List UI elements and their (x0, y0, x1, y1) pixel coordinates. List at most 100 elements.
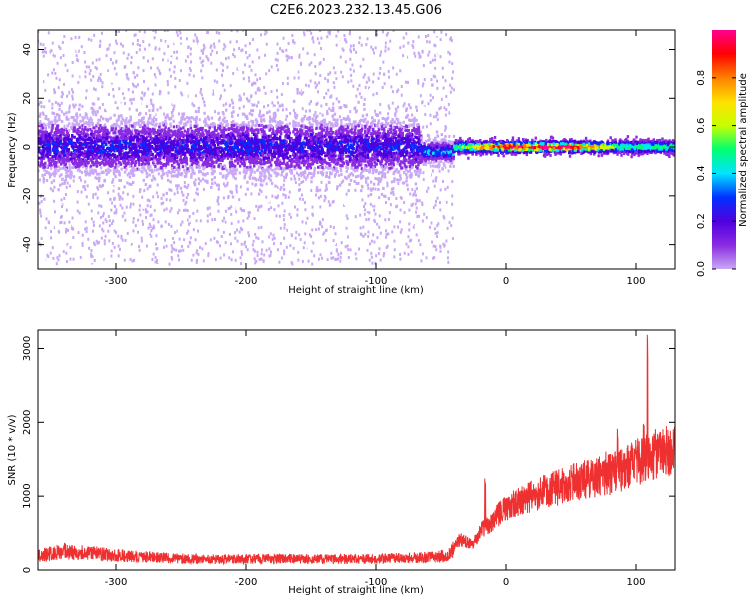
spectrogram-cell (121, 90, 123, 93)
spectrogram-cell (379, 54, 381, 57)
spectrogram-cell (229, 104, 231, 107)
spectrogram-cell (378, 247, 380, 250)
spectrogram-cell (379, 214, 381, 217)
spectrogram-cell (189, 95, 191, 98)
spectrogram-cell (121, 207, 123, 210)
spectrogram-cell (94, 48, 96, 51)
spectrogram-cell (44, 203, 46, 206)
spectrogram-cell (118, 193, 120, 196)
spectrogram-cell (252, 104, 254, 107)
spectrogram-cell (137, 66, 139, 69)
spectrogram-cell (62, 41, 64, 44)
spectrogram-cell (277, 101, 279, 104)
spectrogram-cell (271, 65, 273, 68)
spectrogram-cell (186, 186, 188, 189)
spectrogram-cell (308, 260, 310, 263)
spectrogram-cell (56, 65, 58, 68)
spectrogram-cell (260, 205, 262, 208)
spectrogram-cell (54, 210, 56, 213)
spectrogram-cell (295, 109, 297, 112)
spectrogram-cell (323, 231, 325, 234)
spectrogram-cell (152, 92, 154, 95)
spectrogram-cell (238, 198, 240, 201)
spectrogram-cell (73, 179, 75, 182)
spectrogram-cell (268, 236, 270, 239)
spectrogram-cell (378, 226, 380, 229)
spectrogram-cell (370, 46, 372, 49)
spectrogram-cell (380, 232, 382, 235)
spectrogram-cell (304, 218, 306, 221)
spectrogram-cell (141, 240, 143, 243)
spectrogram-cell (122, 220, 124, 223)
spectrogram-cell (177, 254, 179, 257)
spectrogram-cell (291, 261, 293, 264)
spectrogram-cell (231, 191, 233, 194)
spectrogram-cell (304, 232, 306, 235)
spectrogram-cell (112, 186, 114, 189)
spectrogram-cell (293, 109, 295, 112)
spectrogram-cell (280, 186, 282, 189)
spectrogram-cell (319, 118, 321, 121)
spectrogram-cell (340, 252, 342, 255)
spectrogram-cell (259, 77, 261, 80)
spectrogram-cell (112, 62, 114, 65)
spectrogram-cell (290, 56, 292, 59)
spectrogram-cell (143, 80, 145, 83)
spectrogram-cell (328, 200, 330, 203)
spectrogram-cell (319, 74, 321, 77)
spectrogram-cell (346, 193, 348, 196)
spectrogram-cell (108, 239, 110, 242)
spectrogram-cell (327, 73, 329, 76)
spectrogram-cell (236, 40, 238, 43)
spectrogram-cell (92, 196, 94, 199)
spectrogram-cell (288, 105, 290, 108)
spectrogram-cell (79, 212, 81, 215)
spectrogram-cell (154, 73, 156, 76)
spectrogram-cell (58, 231, 60, 234)
spectrogram-cell (374, 119, 376, 122)
spectrogram-cell (231, 93, 233, 96)
figure-title: C2E6.2023.232.13.45.G06 (270, 3, 442, 18)
spectrogram-cell (110, 254, 112, 257)
spectrogram-cell (93, 221, 95, 224)
spectrogram-cell (232, 250, 234, 253)
spectrogram-cell (232, 106, 234, 109)
spectrogram-cell (284, 209, 286, 212)
spectrogram-cell (261, 252, 263, 255)
spectrogram-cell (315, 193, 317, 196)
spectrogram-cell (103, 232, 105, 235)
spectrogram-cell (207, 214, 209, 217)
spectrogram-cell (272, 238, 274, 241)
spectrogram-cell (189, 205, 191, 208)
spectrogram-cell (341, 241, 343, 244)
spectrogram-cell (82, 119, 84, 122)
spectrogram-cell (239, 75, 241, 78)
spectrogram-cell (78, 231, 80, 234)
spectrogram-cell (113, 190, 115, 193)
spectrogram-cell (207, 207, 209, 210)
spectrogram-cell (48, 171, 50, 174)
spectrogram-cell (211, 49, 213, 52)
spectrogram-cell (277, 59, 279, 62)
spectrogram-cell (93, 181, 95, 184)
spectrogram-cell (239, 107, 241, 110)
spectrogram-cell (379, 72, 381, 75)
spectrogram-cell (333, 86, 335, 89)
spectrogram-cell (348, 105, 350, 108)
spectrogram-cell (210, 62, 212, 65)
spectrogram-cell (383, 249, 385, 252)
spectrogram-cell (177, 61, 179, 64)
spectrogram-cell (317, 199, 319, 202)
spectrogram-cell (179, 238, 181, 241)
spectrogram-cell (301, 220, 303, 223)
spectrogram-cell (226, 47, 228, 50)
spectrogram-cell (155, 260, 157, 263)
spectrogram-cell (72, 97, 74, 100)
spectrogram-cell (66, 186, 68, 189)
spectrogram-cell (238, 98, 240, 101)
spectrogram-cell (264, 33, 266, 36)
spectrogram-cell (296, 92, 298, 95)
spectrogram-cell (330, 257, 332, 260)
spectrogram-cell (197, 193, 199, 196)
spectrogram-cell (241, 253, 243, 256)
